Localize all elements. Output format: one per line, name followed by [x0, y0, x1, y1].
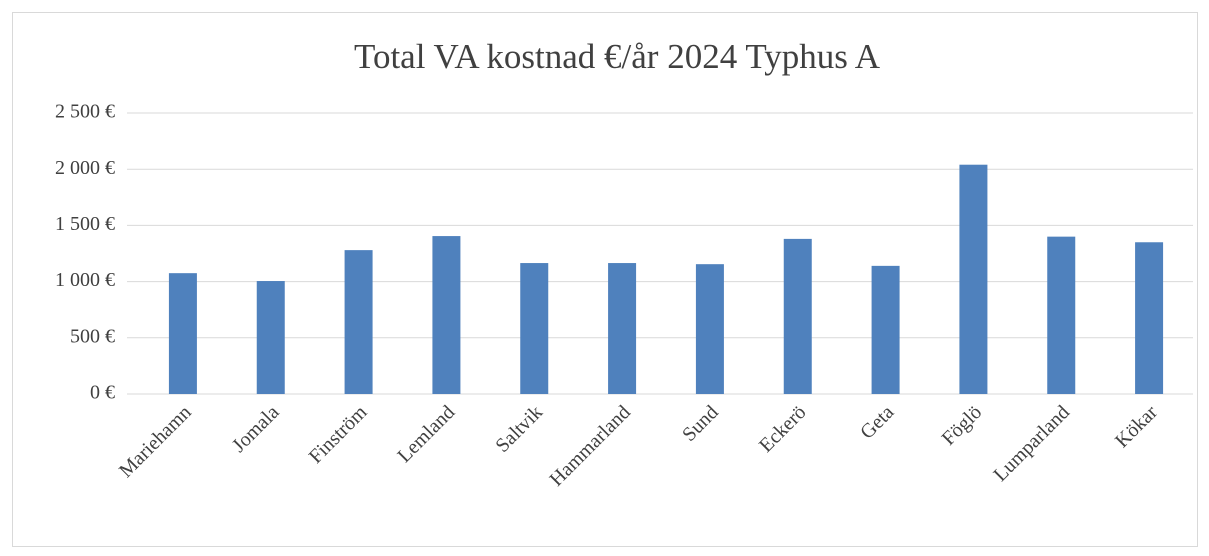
- y-tick-label: 1 500 €: [55, 213, 115, 235]
- y-tick-label: 2 500 €: [55, 101, 115, 123]
- bar: [432, 236, 461, 394]
- bar: [1047, 236, 1076, 394]
- y-tick-label: 2 000 €: [55, 157, 115, 179]
- bar: [783, 238, 812, 394]
- y-tick-label: 0 €: [90, 382, 115, 404]
- bar: [520, 263, 549, 394]
- bar: [256, 281, 285, 394]
- bar: [1135, 242, 1164, 394]
- bar: [344, 250, 373, 394]
- chart-title: Total VA kostnad €/år 2024 Typhus A: [354, 37, 881, 76]
- chart-border: [12, 12, 1198, 547]
- bar: [168, 273, 197, 394]
- bar: [695, 264, 724, 394]
- bar: [959, 164, 988, 394]
- y-tick-label: 1 000 €: [55, 269, 115, 291]
- bar: [608, 263, 637, 394]
- y-tick-label: 500 €: [70, 325, 115, 347]
- bar: [871, 265, 900, 394]
